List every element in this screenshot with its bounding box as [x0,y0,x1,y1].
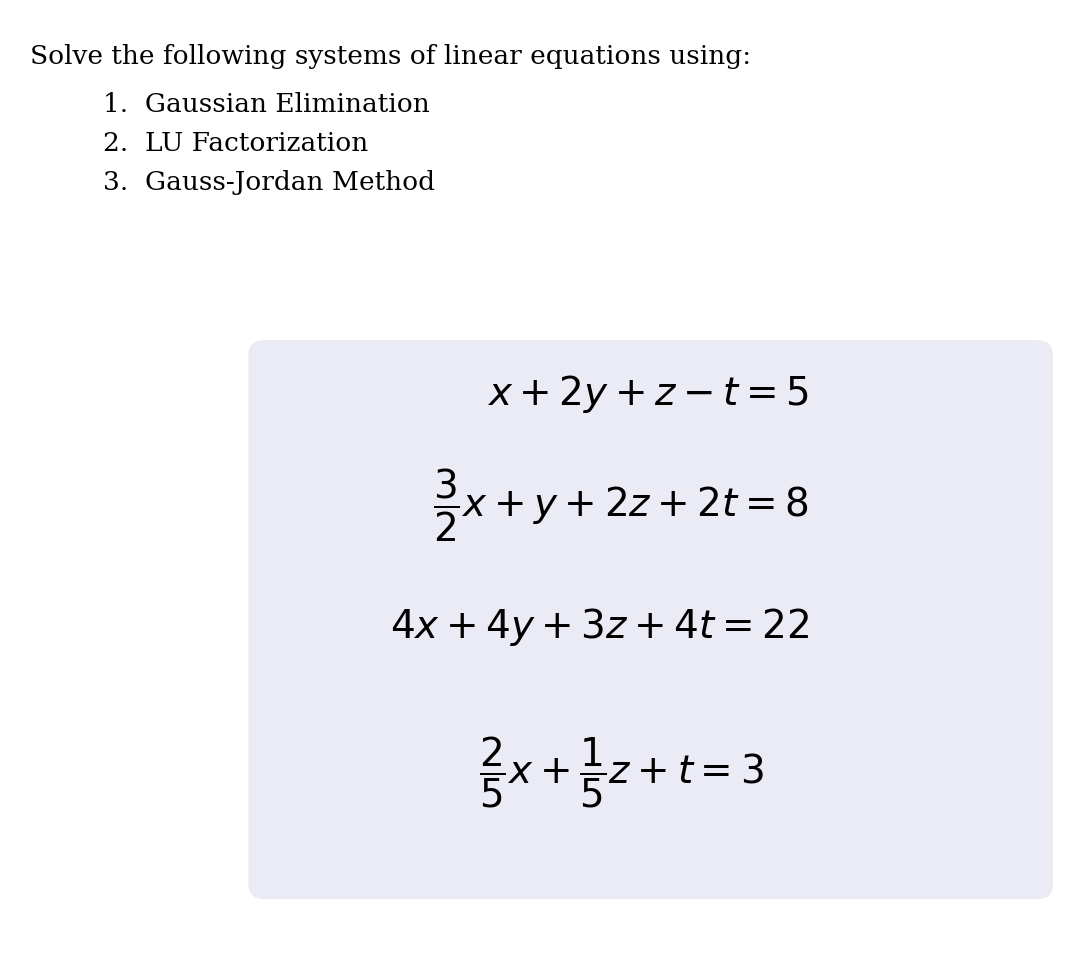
Text: 1.  Gaussian Elimination: 1. Gaussian Elimination [103,92,430,118]
Text: Solve the following systems of linear equations using:: Solve the following systems of linear eq… [30,44,752,69]
Text: 3.  Gauss-Jordan Method: 3. Gauss-Jordan Method [103,170,434,195]
Text: $x + 2y + z - t = 5$: $x + 2y + z - t = 5$ [487,372,809,415]
Text: $\dfrac{2}{5}x + \dfrac{1}{5}z + t = 3$: $\dfrac{2}{5}x + \dfrac{1}{5}z + t = 3$ [478,735,764,811]
Text: 2.  LU Factorization: 2. LU Factorization [103,131,368,156]
Text: $4x + 4y + 3z + 4t = 22$: $4x + 4y + 3z + 4t = 22$ [390,606,809,648]
Text: $\dfrac{3}{2}x + y + 2z + 2t = 8$: $\dfrac{3}{2}x + y + 2z + 2t = 8$ [433,467,809,544]
FancyBboxPatch shape [248,340,1053,899]
